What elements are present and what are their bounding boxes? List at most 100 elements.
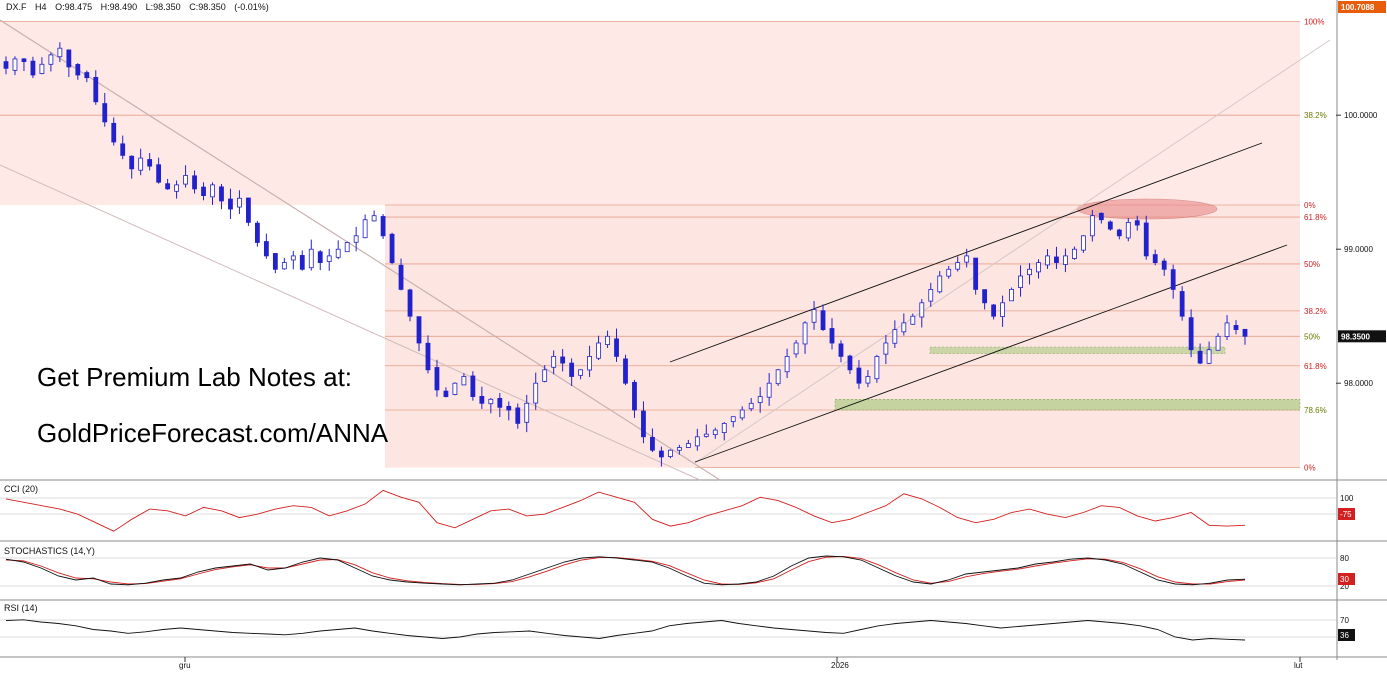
candle-body — [183, 175, 188, 185]
candle-body — [937, 275, 943, 293]
candle-body — [560, 356, 566, 364]
candle-body — [281, 262, 287, 270]
instrument-header: DX.F H4 O:98.475 H:98.490 L:98.350 C:98.… — [6, 2, 275, 12]
candle-body — [1009, 288, 1014, 302]
candle-body — [308, 248, 314, 269]
candle-body — [1098, 212, 1104, 221]
candle-body — [1179, 291, 1185, 317]
rsi-current-label-bg — [1338, 629, 1355, 641]
candle-body — [641, 410, 646, 438]
candle-body — [461, 376, 467, 386]
candle-body — [48, 54, 54, 65]
candle-body — [488, 398, 494, 405]
candle-body — [1197, 350, 1203, 364]
candle-body — [1134, 220, 1140, 226]
fib-label-6: 50% — [1304, 332, 1320, 341]
candle-body — [1242, 328, 1248, 337]
candle-body — [892, 329, 898, 344]
candle-body — [335, 248, 341, 258]
fib-label-9: 0% — [1304, 464, 1316, 473]
candle-body — [75, 64, 81, 76]
candle-body — [811, 309, 817, 323]
candle-body — [1027, 268, 1032, 276]
candle-body — [425, 342, 431, 371]
candle-body — [533, 382, 539, 404]
candle-body — [192, 175, 197, 190]
candle-body — [676, 447, 682, 451]
downtrend-line-lower — [0, 164, 701, 481]
cci-current-label: -75 — [1340, 510, 1352, 519]
candle-body — [766, 382, 772, 398]
candle-body — [66, 49, 72, 68]
candle-body — [407, 289, 413, 317]
candle-body — [1206, 349, 1212, 364]
candle-body — [120, 143, 126, 156]
rsi-panel-title: RSI (14) — [4, 603, 38, 613]
price-tick-label: 98.0000 — [1344, 379, 1373, 388]
candle-body — [1072, 248, 1077, 259]
fib-label-1: 38.2% — [1304, 111, 1327, 120]
candle-body — [452, 382, 458, 395]
candle-body — [39, 63, 45, 74]
cci-panel-title: CCI (20) — [4, 484, 39, 494]
candle-body — [1125, 221, 1131, 239]
candle-body — [479, 395, 485, 404]
time-tick-label: 2026 — [831, 661, 849, 670]
downtrend-line-upper — [0, 19, 721, 481]
candle-body — [820, 310, 826, 330]
candle-body — [685, 443, 691, 448]
time-tick-label: lut — [1294, 661, 1303, 670]
stoch-current-label-bg — [1338, 573, 1355, 585]
candle-body — [1036, 262, 1041, 273]
support-zone-upper — [929, 346, 1226, 355]
candle-body — [272, 253, 278, 270]
candle-body — [1161, 260, 1167, 270]
candle-body — [156, 164, 162, 183]
candle-body — [1045, 255, 1050, 266]
candle-body — [380, 216, 386, 237]
stochastics-panel-title: STOCHASTICS (14,Y) — [4, 546, 95, 556]
candle-body — [650, 436, 655, 451]
candle-body — [632, 381, 637, 411]
candle-body — [21, 58, 27, 63]
candle-body — [955, 262, 961, 270]
candle-body — [1116, 229, 1122, 237]
promo-line-2: GoldPriceForecast.com/ANNA — [37, 418, 389, 448]
candle-body — [1188, 317, 1194, 351]
channel-upper-line — [669, 142, 1263, 363]
candle-body — [542, 369, 548, 382]
candle-body — [371, 215, 377, 222]
support-zone-lower — [834, 398, 1301, 411]
candle-body — [614, 338, 619, 357]
candle-body — [210, 184, 215, 198]
cci-current-label-bg — [1338, 508, 1355, 520]
candle-body — [973, 257, 979, 290]
candle-body — [865, 376, 871, 384]
candle-body — [497, 398, 503, 408]
candle-body — [874, 355, 880, 380]
candle-body — [416, 316, 422, 344]
candle-body — [623, 358, 628, 384]
current-price-label-bg — [1338, 330, 1386, 343]
candle-body — [838, 343, 844, 357]
fib-label-0: 100% — [1304, 17, 1324, 26]
candle-body — [263, 241, 269, 257]
candle-body — [946, 268, 952, 277]
candle-body — [829, 328, 835, 344]
candle-body — [1018, 275, 1023, 288]
candle-body — [165, 183, 171, 190]
candle-body — [398, 264, 404, 290]
rsi-tick-70: 70 — [1340, 616, 1349, 625]
candle-body — [928, 288, 934, 302]
stoch-tick-80: 80 — [1340, 554, 1349, 563]
candle-body — [757, 396, 763, 404]
candle-body — [596, 342, 601, 359]
candle-body — [703, 433, 709, 437]
cci-line — [5, 489, 1246, 532]
candle-body — [1215, 335, 1221, 351]
candle-body — [721, 422, 727, 434]
candle-body — [856, 367, 862, 384]
candle-body — [578, 369, 584, 376]
upper-fib-zone — [0, 21, 1300, 205]
